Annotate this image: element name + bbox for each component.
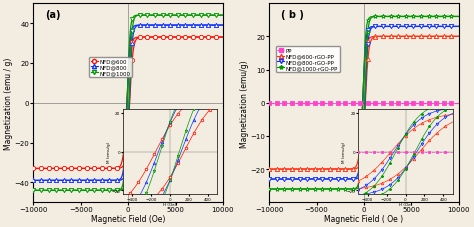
Text: (a): (a) <box>45 10 60 20</box>
Legend: NFD@600, NFD@800, NFD@1000: NFD@600, NFD@800, NFD@1000 <box>89 58 132 78</box>
Y-axis label: Magnetization (emu / g): Magnetization (emu / g) <box>4 57 13 149</box>
X-axis label: Magnetic Field ( Oe ): Magnetic Field ( Oe ) <box>324 214 403 223</box>
Text: ( b ): ( b ) <box>281 10 303 20</box>
Legend: PP, NFD@600-rGO-PP, NFD@800-rGO-PP, NFD@1000-rGO-PP: PP, NFD@600-rGO-PP, NFD@800-rGO-PP, NFD@… <box>276 47 340 72</box>
Y-axis label: Magnetization (emu/g): Magnetization (emu/g) <box>240 60 249 147</box>
X-axis label: Magnetic Field (Oe): Magnetic Field (Oe) <box>91 214 165 223</box>
